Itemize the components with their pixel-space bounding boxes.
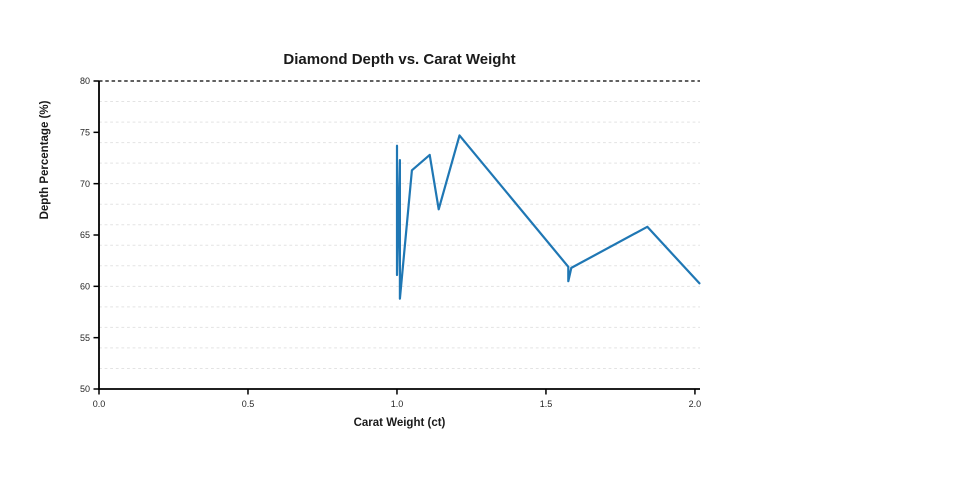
y-tick-label: 70 xyxy=(80,179,90,189)
y-tick-group: 50 55 60 65 70 75 80 xyxy=(80,76,99,394)
y-tick-label: 55 xyxy=(80,333,90,343)
x-axis-label: Carat Weight (ct) xyxy=(353,417,446,429)
y-tick-label: 75 xyxy=(80,128,90,138)
y-tick-label: 65 xyxy=(80,230,90,240)
x-tick-label: 1.0 xyxy=(391,399,404,409)
y-tick-label: 80 xyxy=(80,76,90,86)
data-line xyxy=(395,134,701,300)
y-tick-label: 50 xyxy=(80,384,90,394)
x-tick-label: 2.0 xyxy=(689,399,702,409)
y-tick-label: 60 xyxy=(80,282,90,292)
x-tick-label: 0.5 xyxy=(242,399,255,409)
x-tick-label: 1.5 xyxy=(540,399,553,409)
x-tick-label: 0.0 xyxy=(93,399,106,409)
gridlines xyxy=(99,101,700,369)
x-tick-group: 0.0 0.5 1.0 1.5 2.0 xyxy=(93,389,701,409)
chart-title: Diamond Depth vs. Carat Weight xyxy=(283,51,516,68)
